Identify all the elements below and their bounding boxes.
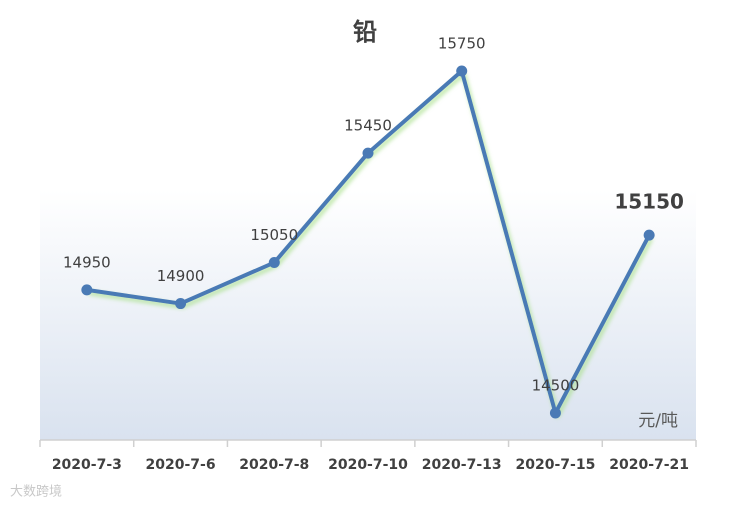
marker: [456, 65, 468, 77]
x-tick-label: 2020-7-13: [422, 457, 502, 473]
marker: [175, 298, 187, 310]
watermark: 大数跨境: [10, 485, 62, 500]
plot-background: [40, 190, 696, 440]
data-label: 15050: [250, 226, 298, 244]
x-tick-label: 2020-7-8: [239, 457, 309, 473]
marker: [362, 147, 374, 159]
data-label: 15750: [438, 35, 486, 53]
chart-title: 铅: [353, 18, 377, 46]
data-label: 15150: [614, 190, 684, 214]
x-tick-label: 2020-7-3: [52, 457, 122, 473]
x-tick-label: 2020-7-10: [328, 457, 408, 473]
unit-label: 元/吨: [638, 411, 678, 431]
x-tick-label: 2020-7-15: [516, 457, 596, 473]
x-tick-label: 2020-7-6: [146, 457, 216, 473]
marker: [268, 257, 280, 269]
marker: [643, 229, 655, 241]
data-label: 15450: [344, 117, 392, 135]
data-label: 14900: [157, 267, 205, 285]
marker: [81, 284, 93, 296]
marker: [549, 407, 561, 419]
data-label: 14500: [532, 377, 580, 395]
x-tick-label: 2020-7-21: [609, 457, 689, 473]
data-label: 14950: [63, 253, 111, 271]
